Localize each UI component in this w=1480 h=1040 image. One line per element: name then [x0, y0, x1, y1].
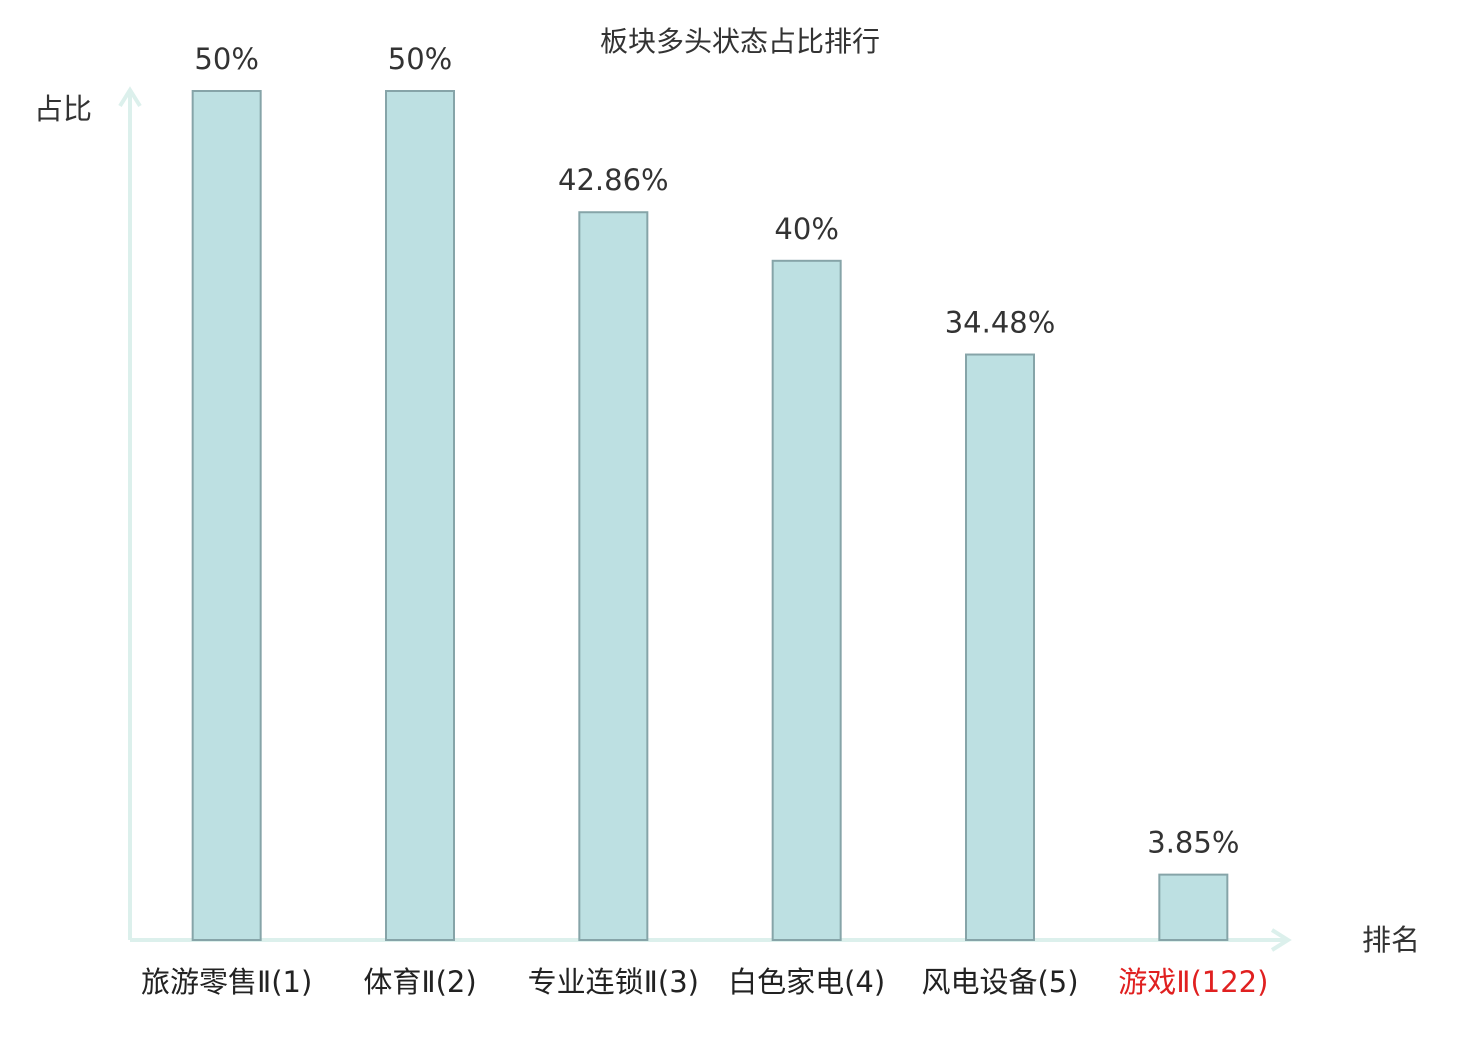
- x-tick-label: 白色家电(4): [728, 965, 886, 999]
- axes: [118, 86, 1292, 952]
- value-label: 40%: [774, 212, 838, 246]
- value-label: 34.48%: [945, 306, 1056, 340]
- x-tick-label: 专业连锁Ⅱ(3): [527, 965, 699, 999]
- bar: [965, 353, 1035, 941]
- x-tick-label: 体育Ⅱ(2): [363, 965, 477, 999]
- y-axis-label: 占比: [34, 92, 92, 126]
- chart-title: 板块多头状态占比排行: [600, 25, 880, 58]
- bar: [578, 211, 649, 942]
- bar: [191, 90, 262, 941]
- bar: [771, 259, 842, 941]
- x-axis-arrow: [1270, 928, 1292, 952]
- bar: [385, 90, 455, 941]
- x-tick-label: 游戏Ⅱ(122): [1118, 965, 1269, 999]
- value-label: 50%: [388, 42, 452, 76]
- x-tick-label: 旅游零售Ⅱ(1): [140, 965, 313, 999]
- x-tick-label: 风电设备(5): [921, 965, 1079, 999]
- x-axis-label: 排名: [1362, 923, 1420, 957]
- bar: [1158, 873, 1229, 942]
- value-label: 3.85%: [1147, 826, 1239, 860]
- y-axis-arrow: [118, 86, 142, 108]
- value-label: 50%: [194, 42, 258, 76]
- value-label: 42.86%: [558, 163, 669, 197]
